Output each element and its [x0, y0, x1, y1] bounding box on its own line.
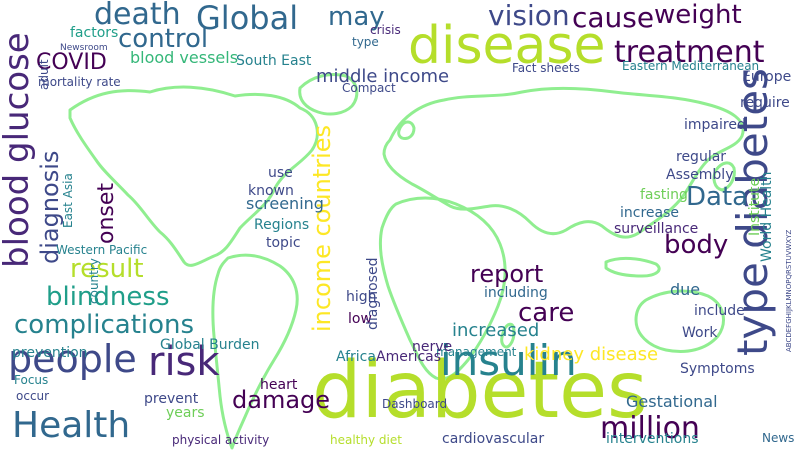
word-report: report: [470, 260, 544, 288]
word-fasting: fasting: [640, 187, 688, 203]
word-data: Data: [686, 182, 749, 212]
word-management: management: [436, 345, 517, 359]
word-work: Work: [682, 325, 718, 341]
word-body: body: [664, 230, 729, 260]
word-crisis: crisis: [370, 23, 401, 37]
south-america-outline: [211, 253, 299, 450]
word-impaired: impaired: [684, 117, 746, 133]
word-nerve: nerve: [412, 339, 453, 355]
word-cause: cause: [572, 1, 655, 34]
indonesia-outline: [604, 256, 661, 278]
japan-outline: [712, 161, 736, 192]
word-world-health: World Health: [759, 171, 775, 262]
word-dashboard: Dashboard: [382, 397, 448, 411]
australia-outline: [634, 289, 725, 353]
word-treatment: treatment: [614, 35, 765, 70]
word-blood-glucose: blood glucose: [0, 32, 37, 268]
word-global-burden: Global Burden: [160, 337, 260, 353]
word-adult: adult: [37, 59, 51, 90]
word-east-asia: East Asia: [61, 173, 75, 228]
madagascar-outline: [500, 322, 516, 349]
word-middle-income: middle income: [316, 66, 450, 87]
word-diagnosed: diagnosed: [365, 257, 381, 330]
word-topic: topic: [266, 235, 301, 251]
word-blood-vessels: blood vessels: [130, 48, 239, 67]
word-regular: regular: [676, 149, 727, 165]
word-south-east: South East: [236, 53, 312, 69]
word-require: require: [740, 95, 790, 111]
word-vision: vision: [488, 0, 570, 32]
word-news: News: [762, 431, 795, 445]
greenland-outline: [298, 73, 359, 116]
word-healthy-diet: healthy diet: [330, 433, 402, 447]
word-country: country: [87, 258, 101, 304]
word-occur: occur: [16, 389, 50, 403]
word-focus: Focus: [14, 373, 49, 387]
word-screening: screening: [246, 194, 324, 213]
word-diabetes: diabetes: [312, 346, 648, 436]
word-care: care: [518, 298, 575, 328]
word-health: Health: [12, 405, 131, 446]
word-fact-sheets: Fact sheets: [512, 61, 580, 75]
word-kidney-disease: kidney disease: [524, 344, 659, 365]
word-interventions: interventions: [606, 431, 699, 447]
word-high: high: [346, 289, 377, 305]
word-income-countries: income countries: [308, 124, 336, 332]
word-complications: complications: [14, 310, 195, 340]
word-increased: increased: [452, 320, 540, 341]
word-regions: Regions: [254, 217, 310, 233]
word-global: Global: [196, 0, 299, 37]
word-surveillance: surveillance: [614, 221, 699, 237]
word-gestational: Gestational: [626, 392, 718, 411]
word-include: include: [694, 303, 745, 319]
word-known: known: [248, 183, 294, 199]
word-factors: factors: [70, 25, 119, 41]
word-insulin: insulin: [440, 336, 577, 385]
africa-outline: [378, 196, 507, 381]
word-disease: disease: [408, 16, 606, 76]
word-control: control: [118, 24, 209, 54]
word-europe: Europe: [742, 69, 792, 85]
word-western-pacific: Western Pacific: [56, 243, 148, 257]
word-damage: damage: [232, 386, 331, 414]
word-compact: Compact: [342, 81, 396, 95]
word-cardiovascular: cardiovascular: [442, 431, 545, 447]
north-america-outline: [68, 85, 319, 267]
word-people: people: [8, 337, 137, 381]
word-use: use: [268, 165, 293, 181]
uk-outline: [397, 120, 416, 140]
word-may: may: [328, 2, 385, 32]
eurasia-outline: [382, 86, 745, 239]
word-africa: Africa: [336, 349, 376, 365]
word-assembly: Assembly: [666, 167, 734, 183]
word-due: due: [670, 280, 701, 299]
word-years: years: [166, 405, 205, 421]
word-covid: COVID: [36, 50, 107, 75]
word-result: result: [70, 254, 144, 284]
word-prevent: prevent: [144, 391, 199, 407]
word-type: type: [352, 35, 379, 49]
word-low: low: [348, 311, 372, 327]
word-eastern-mediterranean: Eastern Mediterranean: [622, 59, 760, 73]
word-death: death: [94, 0, 181, 32]
word-mortality-rate: mortality rate: [38, 75, 121, 89]
word-onset: onset: [94, 182, 119, 244]
word-physical-activity: physical activity: [172, 433, 270, 447]
word-newsroom: Newsroom: [60, 43, 108, 53]
word-risk: risk: [148, 339, 220, 385]
word-blindness: blindness: [46, 282, 170, 312]
word-weight: weight: [654, 0, 742, 30]
word-prevention: prevention: [12, 345, 88, 361]
word-million: million: [600, 411, 700, 446]
word-increase: increase: [620, 205, 680, 221]
word-symptoms: Symptoms: [680, 361, 755, 377]
word-heart: heart: [260, 377, 298, 393]
word-americas: Americas: [376, 349, 442, 365]
word-including: including: [484, 285, 548, 301]
word-alphabet: ABCDEFGHIJKLMNOPQRSTUVWXYZ: [785, 229, 793, 352]
